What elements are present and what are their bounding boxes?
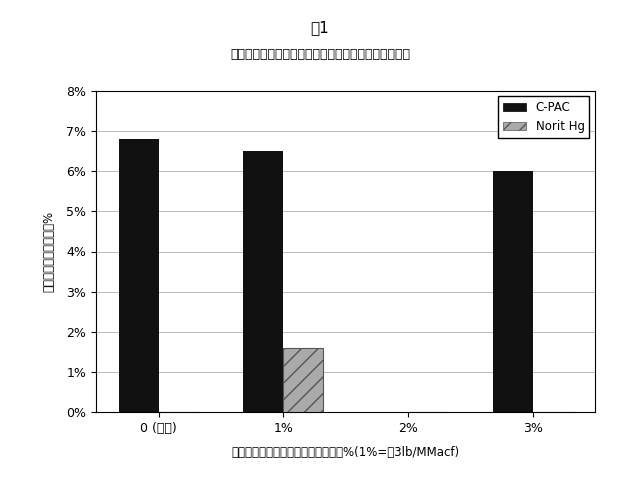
Bar bbox=[118, 139, 159, 412]
Bar bbox=[284, 348, 323, 412]
Legend: C-PAC, Norit Hg: C-PAC, Norit Hg bbox=[498, 97, 589, 138]
Text: 囱1: 囱1 bbox=[310, 20, 330, 35]
Text: 粉末活性炭と共にコンクリートの中に連行された空気: 粉末活性炭と共にコンクリートの中に連行された空気 bbox=[230, 48, 410, 61]
Bar bbox=[493, 171, 532, 412]
X-axis label: フライアッシュの中の吸着剤の重量%(1%=約3lb/MMacf): フライアッシュの中の吸着剤の重量%(1%=約3lb/MMacf) bbox=[232, 446, 460, 459]
Bar bbox=[243, 151, 284, 412]
Y-axis label: 連行された空気の体積%: 連行された空気の体積% bbox=[42, 211, 55, 292]
